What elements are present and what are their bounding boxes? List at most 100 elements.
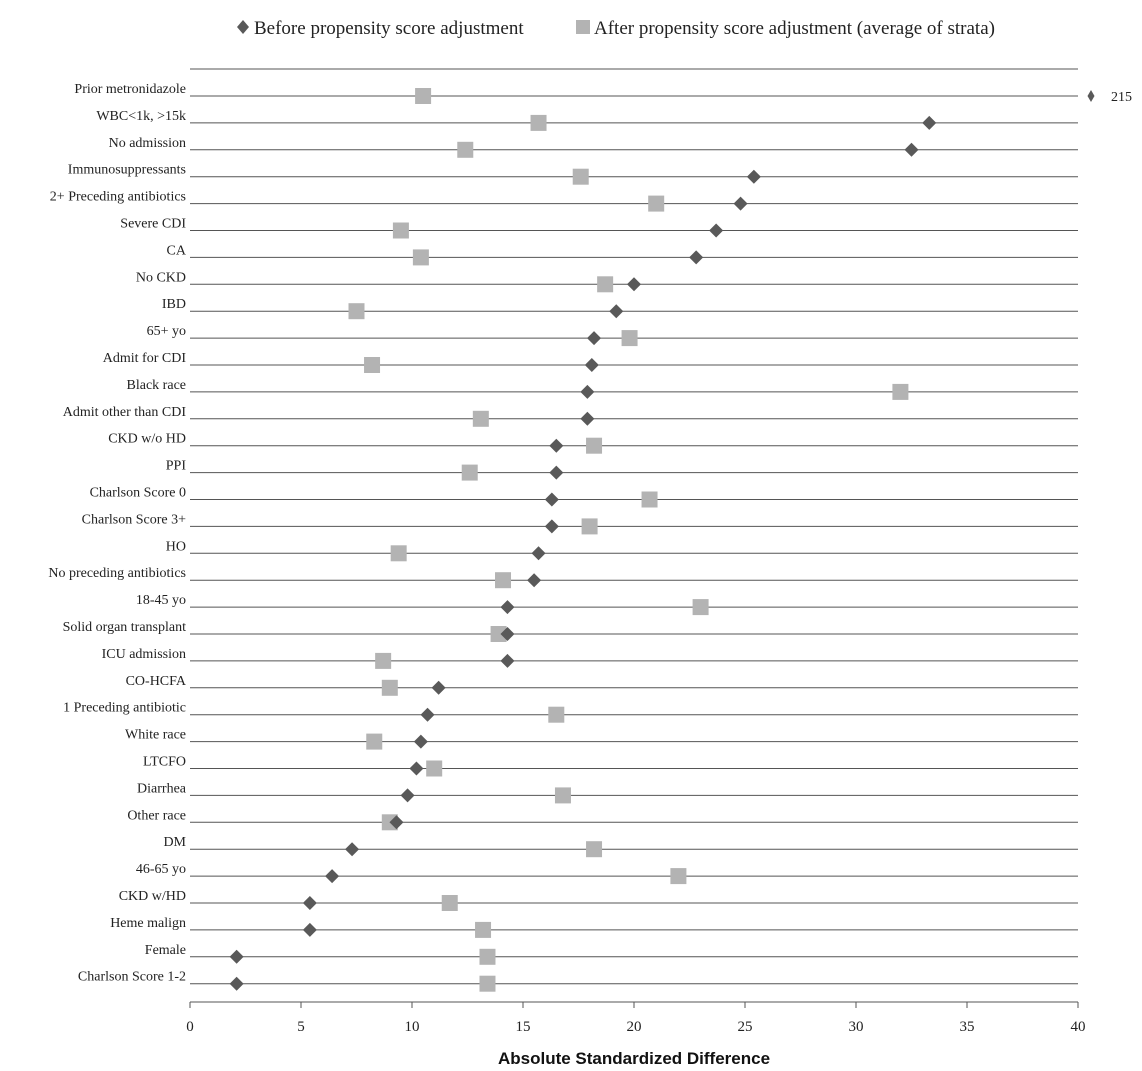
- category-label: Solid organ transplant: [63, 620, 187, 635]
- category-label: Heme malign: [110, 916, 186, 931]
- category-rows: Prior metronidazole WBC<1k, >15k No admiss…: [48, 82, 1078, 985]
- after-point: [375, 652, 392, 669]
- category-label: Charlson Score 3+: [82, 512, 186, 527]
- after-point: [479, 975, 496, 992]
- before-point: [549, 465, 564, 480]
- category-label: HO: [166, 539, 186, 554]
- before-point: [587, 331, 602, 346]
- after-point: [495, 572, 512, 589]
- after-point: [457, 141, 474, 158]
- after-point: [415, 88, 432, 104]
- after-point: [530, 114, 547, 131]
- before-point: [904, 142, 919, 157]
- before-point: [409, 761, 424, 776]
- before-point: [531, 546, 546, 561]
- after-point: [670, 868, 687, 885]
- category-label: Diarrhea: [137, 781, 187, 796]
- after-point: [461, 464, 478, 481]
- after-point: [572, 168, 589, 185]
- before-point: [709, 223, 724, 238]
- outlier-value-label: 215: [1111, 90, 1132, 105]
- before-point: [500, 600, 515, 615]
- category-label: Admit other than CDI: [63, 405, 187, 420]
- after-point: [586, 841, 603, 858]
- category-label: LTCFO: [143, 755, 186, 770]
- before-point: [431, 680, 446, 695]
- category-label: 18-45 yo: [136, 593, 186, 608]
- after-point: [490, 626, 507, 642]
- before-point: [627, 277, 641, 292]
- category-label: No preceding antibiotics: [48, 566, 186, 581]
- category-label: CKD w/o HD: [108, 432, 186, 447]
- after-point: [581, 518, 598, 535]
- category-label: CKD w/HD: [119, 889, 186, 904]
- category-label: Severe CDI: [120, 217, 186, 232]
- after-point: [364, 357, 381, 373]
- x-tick-label: 40: [1071, 1019, 1086, 1035]
- after-point: [412, 249, 429, 266]
- category-label: 65+ yo: [147, 324, 186, 339]
- category-label: No CKD: [136, 270, 186, 285]
- before-point: [389, 815, 404, 830]
- x-tick-label: 30: [849, 1019, 864, 1035]
- before-point: [549, 438, 564, 453]
- before-point: [922, 115, 937, 130]
- legend-before-marker: [237, 20, 249, 34]
- x-axis: 0 5 10 15 20 25 30 35 40: [186, 1001, 1086, 1035]
- x-axis-title: Absolute Standardized Difference: [498, 1049, 770, 1068]
- after-point: [641, 491, 658, 508]
- after-point: [475, 921, 492, 938]
- before-point: [302, 922, 317, 937]
- legend-before-label: Before propensity score adjustment: [254, 18, 524, 39]
- category-label: 46-65 yo: [136, 862, 186, 877]
- legend-after-label: After propensity score adjustment (avera…: [594, 18, 995, 39]
- after-point: [381, 679, 398, 696]
- before-point: [609, 304, 624, 319]
- category-label: 2+ Preceding antibiotics: [50, 190, 186, 205]
- data-markers: 215: [229, 88, 1132, 992]
- after-point: [479, 948, 496, 965]
- x-tick-label: 35: [960, 1019, 975, 1035]
- after-point: [892, 383, 909, 400]
- category-label: CO-HCFA: [126, 674, 187, 689]
- category-label: ICU admission: [102, 647, 186, 662]
- before-point: [345, 842, 360, 857]
- category-label: Immunosuppressants: [68, 163, 186, 178]
- after-point: [621, 330, 638, 347]
- after-point: [348, 303, 365, 320]
- after-point: [392, 222, 409, 239]
- after-point: [586, 437, 603, 454]
- before-point: [584, 358, 599, 372]
- x-tick-label: 10: [405, 1019, 420, 1035]
- category-label: Other race: [127, 808, 186, 823]
- before-point: [302, 896, 317, 910]
- before-point: [544, 492, 559, 507]
- after-point: [692, 599, 709, 616]
- category-label: Prior metronidazole: [74, 82, 186, 97]
- x-tick-label: 25: [738, 1019, 753, 1035]
- before-point: [400, 788, 415, 803]
- after-point: [648, 195, 665, 212]
- x-tick-label: 15: [516, 1019, 531, 1035]
- category-label: Admit for CDI: [103, 351, 187, 366]
- before-point: [500, 653, 515, 668]
- before-point: [229, 976, 244, 991]
- category-label: PPI: [166, 459, 187, 474]
- category-label: WBC<1k, >15k: [96, 109, 186, 124]
- after-point: [548, 706, 565, 723]
- before-point: [544, 519, 559, 534]
- category-label: 1 Preceding antibiotic: [63, 701, 186, 716]
- category-label: Charlson Score 1-2: [78, 970, 186, 985]
- before-point: [733, 196, 748, 211]
- category-label: Black race: [127, 378, 186, 393]
- after-point: [390, 545, 407, 562]
- after-point: [472, 410, 489, 427]
- before-point: [580, 384, 595, 399]
- category-label: CA: [167, 243, 187, 258]
- x-tick-label: 20: [627, 1019, 642, 1035]
- before-point: [500, 627, 515, 641]
- x-tick-label: 0: [186, 1019, 194, 1035]
- after-point: [441, 895, 458, 911]
- category-label: White race: [125, 728, 186, 743]
